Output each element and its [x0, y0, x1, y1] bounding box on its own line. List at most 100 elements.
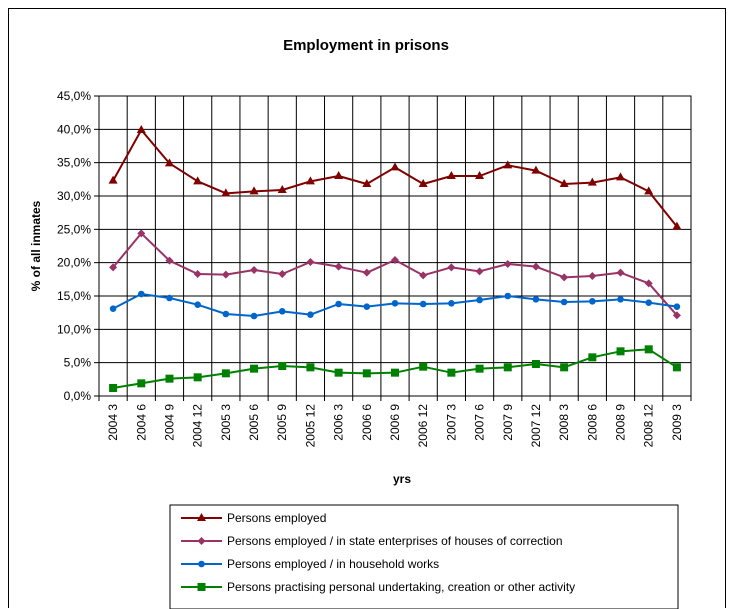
- data-point: [136, 125, 146, 133]
- x-tick-label: 2007 6: [473, 404, 487, 441]
- data-point: [531, 262, 540, 271]
- data-point: [166, 294, 173, 302]
- data-point: [137, 290, 145, 298]
- data-point: [673, 303, 681, 310]
- data-point: [560, 298, 568, 306]
- x-tick-label: 2005 3: [219, 404, 233, 441]
- data-point: [587, 177, 597, 186]
- data-point: [448, 300, 455, 307]
- data-point: [137, 229, 146, 238]
- data-point: [164, 158, 174, 167]
- legend-marker: [197, 537, 206, 545]
- line-chart: Employment in prisons 0,0% 5,0% 10,0% 15,0%…: [29, 37, 692, 609]
- legend-label: Persons employed: [227, 511, 326, 525]
- legend-label: Persons employed / in state enterprises …: [227, 534, 563, 548]
- x-tick-label: 2004 12: [191, 404, 205, 448]
- series-group: [108, 125, 682, 392]
- data-point: [250, 266, 259, 274]
- data-point: [278, 308, 286, 315]
- data-point: [362, 369, 371, 378]
- data-point: [475, 171, 485, 179]
- series-2: [109, 229, 681, 320]
- data-point: [616, 172, 626, 181]
- legend-item: Persons practising personal undertaking,…: [181, 580, 575, 594]
- x-tick-label: 2005 9: [275, 404, 289, 441]
- x-tick-label: 2009 3: [670, 404, 684, 441]
- data-point: [644, 345, 653, 354]
- data-point: [644, 279, 653, 288]
- legend-marker: [198, 560, 205, 568]
- y-tick-label: 0,0%: [64, 389, 92, 403]
- data-point: [194, 301, 201, 308]
- data-point: [363, 303, 371, 310]
- data-point: [645, 299, 653, 306]
- data-point: [391, 300, 399, 307]
- plot-area: [99, 96, 691, 396]
- y-tick-label: 40,0%: [57, 122, 91, 136]
- data-point: [475, 364, 484, 373]
- x-tick-label: 2008 12: [642, 404, 656, 448]
- data-point: [249, 186, 259, 195]
- legend-box: [169, 504, 679, 609]
- y-tick-label: 30,0%: [57, 189, 91, 203]
- data-point: [503, 260, 512, 268]
- data-point: [476, 296, 483, 304]
- data-point: [531, 165, 541, 174]
- data-point: [278, 362, 287, 370]
- legend-label: Persons employed / in household works: [227, 557, 439, 571]
- data-point: [334, 171, 344, 179]
- x-tick-label: 2005 12: [303, 404, 317, 448]
- data-point: [531, 360, 540, 368]
- data-point: [616, 268, 625, 277]
- data-point: [137, 379, 146, 388]
- data-point: [446, 171, 456, 179]
- data-point: [503, 363, 512, 372]
- data-point: [334, 262, 343, 271]
- data-point: [362, 268, 371, 277]
- x-tick-label: 2004 3: [106, 404, 120, 441]
- data-point: [165, 374, 174, 383]
- x-tick-label: 2008 6: [585, 404, 599, 441]
- data-point: [419, 271, 428, 280]
- legend-label: Persons practising personal undertaking,…: [227, 580, 575, 594]
- data-point: [277, 185, 287, 193]
- data-point: [193, 176, 203, 185]
- legend: Persons employed Persons employed / in st…: [181, 511, 575, 594]
- data-point: [504, 292, 512, 300]
- data-point: [589, 298, 596, 305]
- y-tick-label: 5,0%: [64, 356, 92, 370]
- data-point: [306, 363, 315, 372]
- data-point: [672, 221, 682, 230]
- plot-border: [98, 95, 692, 397]
- x-tick-label: 2004 6: [134, 404, 148, 441]
- data-point: [560, 273, 569, 282]
- data-point: [109, 305, 117, 312]
- data-point: [109, 263, 118, 272]
- x-tick-label: 2004 9: [162, 404, 176, 441]
- data-point: [672, 363, 681, 372]
- legend-item: Persons employed / in household works: [181, 557, 439, 571]
- data-point: [559, 179, 569, 187]
- data-point: [221, 188, 231, 197]
- data-point: [335, 300, 342, 308]
- series-3: [109, 290, 681, 320]
- data-point: [221, 369, 230, 378]
- data-point: [588, 272, 597, 280]
- x-tick-label: 2006 6: [360, 404, 374, 441]
- y-axis-title: % of all inmates: [29, 200, 43, 291]
- data-point: [250, 364, 259, 373]
- data-point: [532, 296, 540, 303]
- data-point: [419, 300, 427, 308]
- x-tick-label: 2007 3: [444, 404, 458, 441]
- data-point: [475, 267, 484, 276]
- data-point: [391, 368, 399, 377]
- y-tick-label: 10,0%: [57, 322, 91, 336]
- series-4: [109, 345, 681, 392]
- legend-marker: [197, 513, 206, 521]
- data-point: [390, 162, 400, 171]
- data-point: [672, 311, 681, 320]
- data-point: [616, 347, 625, 356]
- x-tick-label: 2008 3: [557, 404, 571, 441]
- data-point: [165, 256, 174, 265]
- legend-marker: [197, 583, 206, 591]
